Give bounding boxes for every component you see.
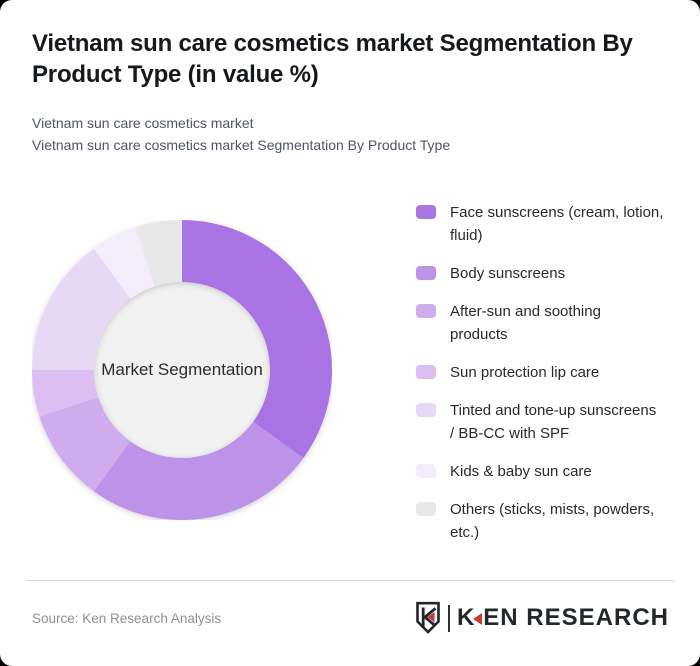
- donut-segment: [39, 397, 131, 492]
- chart-subtitle-line1: Vietnam sun care cosmetics market: [32, 115, 254, 131]
- legend-item-body-sunscreens: Body sunscreens: [416, 262, 672, 285]
- legend-label: Tinted and tone-up sunscreens / BB-CC wi…: [450, 402, 657, 442]
- legend-item-face-sunscreens: Face sunscreens (cream, lotion, fluid): [416, 201, 672, 247]
- legend-label: Kids & baby sun care: [450, 463, 592, 480]
- donut-chart: Market Segmentation: [32, 220, 332, 520]
- source-text: Source: Ken Research Analysis: [32, 611, 222, 626]
- donut-chart-svg: [32, 220, 332, 520]
- chart-subtitle-line2: Vietnam sun care cosmetics market Segmen…: [32, 137, 451, 153]
- donut-segment: [182, 220, 332, 459]
- legend-item-kids-sun-care: Kids & baby sun care: [416, 460, 672, 483]
- ken-research-shield-icon: [416, 601, 440, 634]
- legend-item-others: Others (sticks, mists, powders, etc.): [416, 498, 672, 544]
- chart-subtitles: Vietnam sun care cosmetics market Vietna…: [32, 112, 672, 156]
- donut-hole: [90, 278, 274, 462]
- legend-swatch-icon: [416, 365, 436, 379]
- logo-separator: [447, 604, 450, 632]
- legend-swatch-icon: [416, 464, 436, 478]
- legend-swatch-icon: [416, 304, 436, 318]
- donut-segment: [32, 370, 99, 417]
- legend-swatch-icon: [416, 502, 436, 516]
- wordmark-rest: EN RESEARCH: [483, 604, 669, 631]
- ken-research-logo: K EN RESEARCH: [414, 600, 669, 636]
- legend-swatch-icon: [416, 403, 436, 417]
- legend-item-lip-care: Sun protection lip care: [416, 361, 672, 384]
- legend-label: Sun protection lip care: [450, 364, 600, 381]
- logo-red-triangle-icon: [473, 613, 483, 625]
- legend-label: Body sunscreens: [450, 265, 566, 282]
- legend-swatch-icon: [416, 205, 436, 219]
- donut-segment: [93, 421, 304, 520]
- donut-segment: [32, 248, 131, 370]
- donut-segments: [32, 220, 332, 520]
- legend-swatch-icon: [416, 266, 436, 280]
- legend-item-tinted-sunscreens: Tinted and tone-up sunscreens / BB-CC wi…: [416, 399, 672, 445]
- legend-item-after-sun: After-sun and soothing products: [416, 300, 672, 346]
- donut-segment: [135, 220, 182, 287]
- legend-label: Face sunscreens (cream, lotion, fluid): [450, 204, 664, 244]
- chart-title: Vietnam sun care cosmetics market Segmen…: [32, 30, 633, 88]
- donut-segment: [93, 227, 155, 299]
- ken-research-wordmark: K EN RESEARCH: [457, 604, 669, 632]
- legend-label: After-sun and soothing products: [450, 303, 601, 343]
- footer-divider: [26, 580, 674, 581]
- chart-legend: Face sunscreens (cream, lotion, fluid) B…: [416, 201, 672, 544]
- legend-label: Others (sticks, mists, powders, etc.): [450, 501, 655, 541]
- wordmark-k: K: [456, 604, 476, 631]
